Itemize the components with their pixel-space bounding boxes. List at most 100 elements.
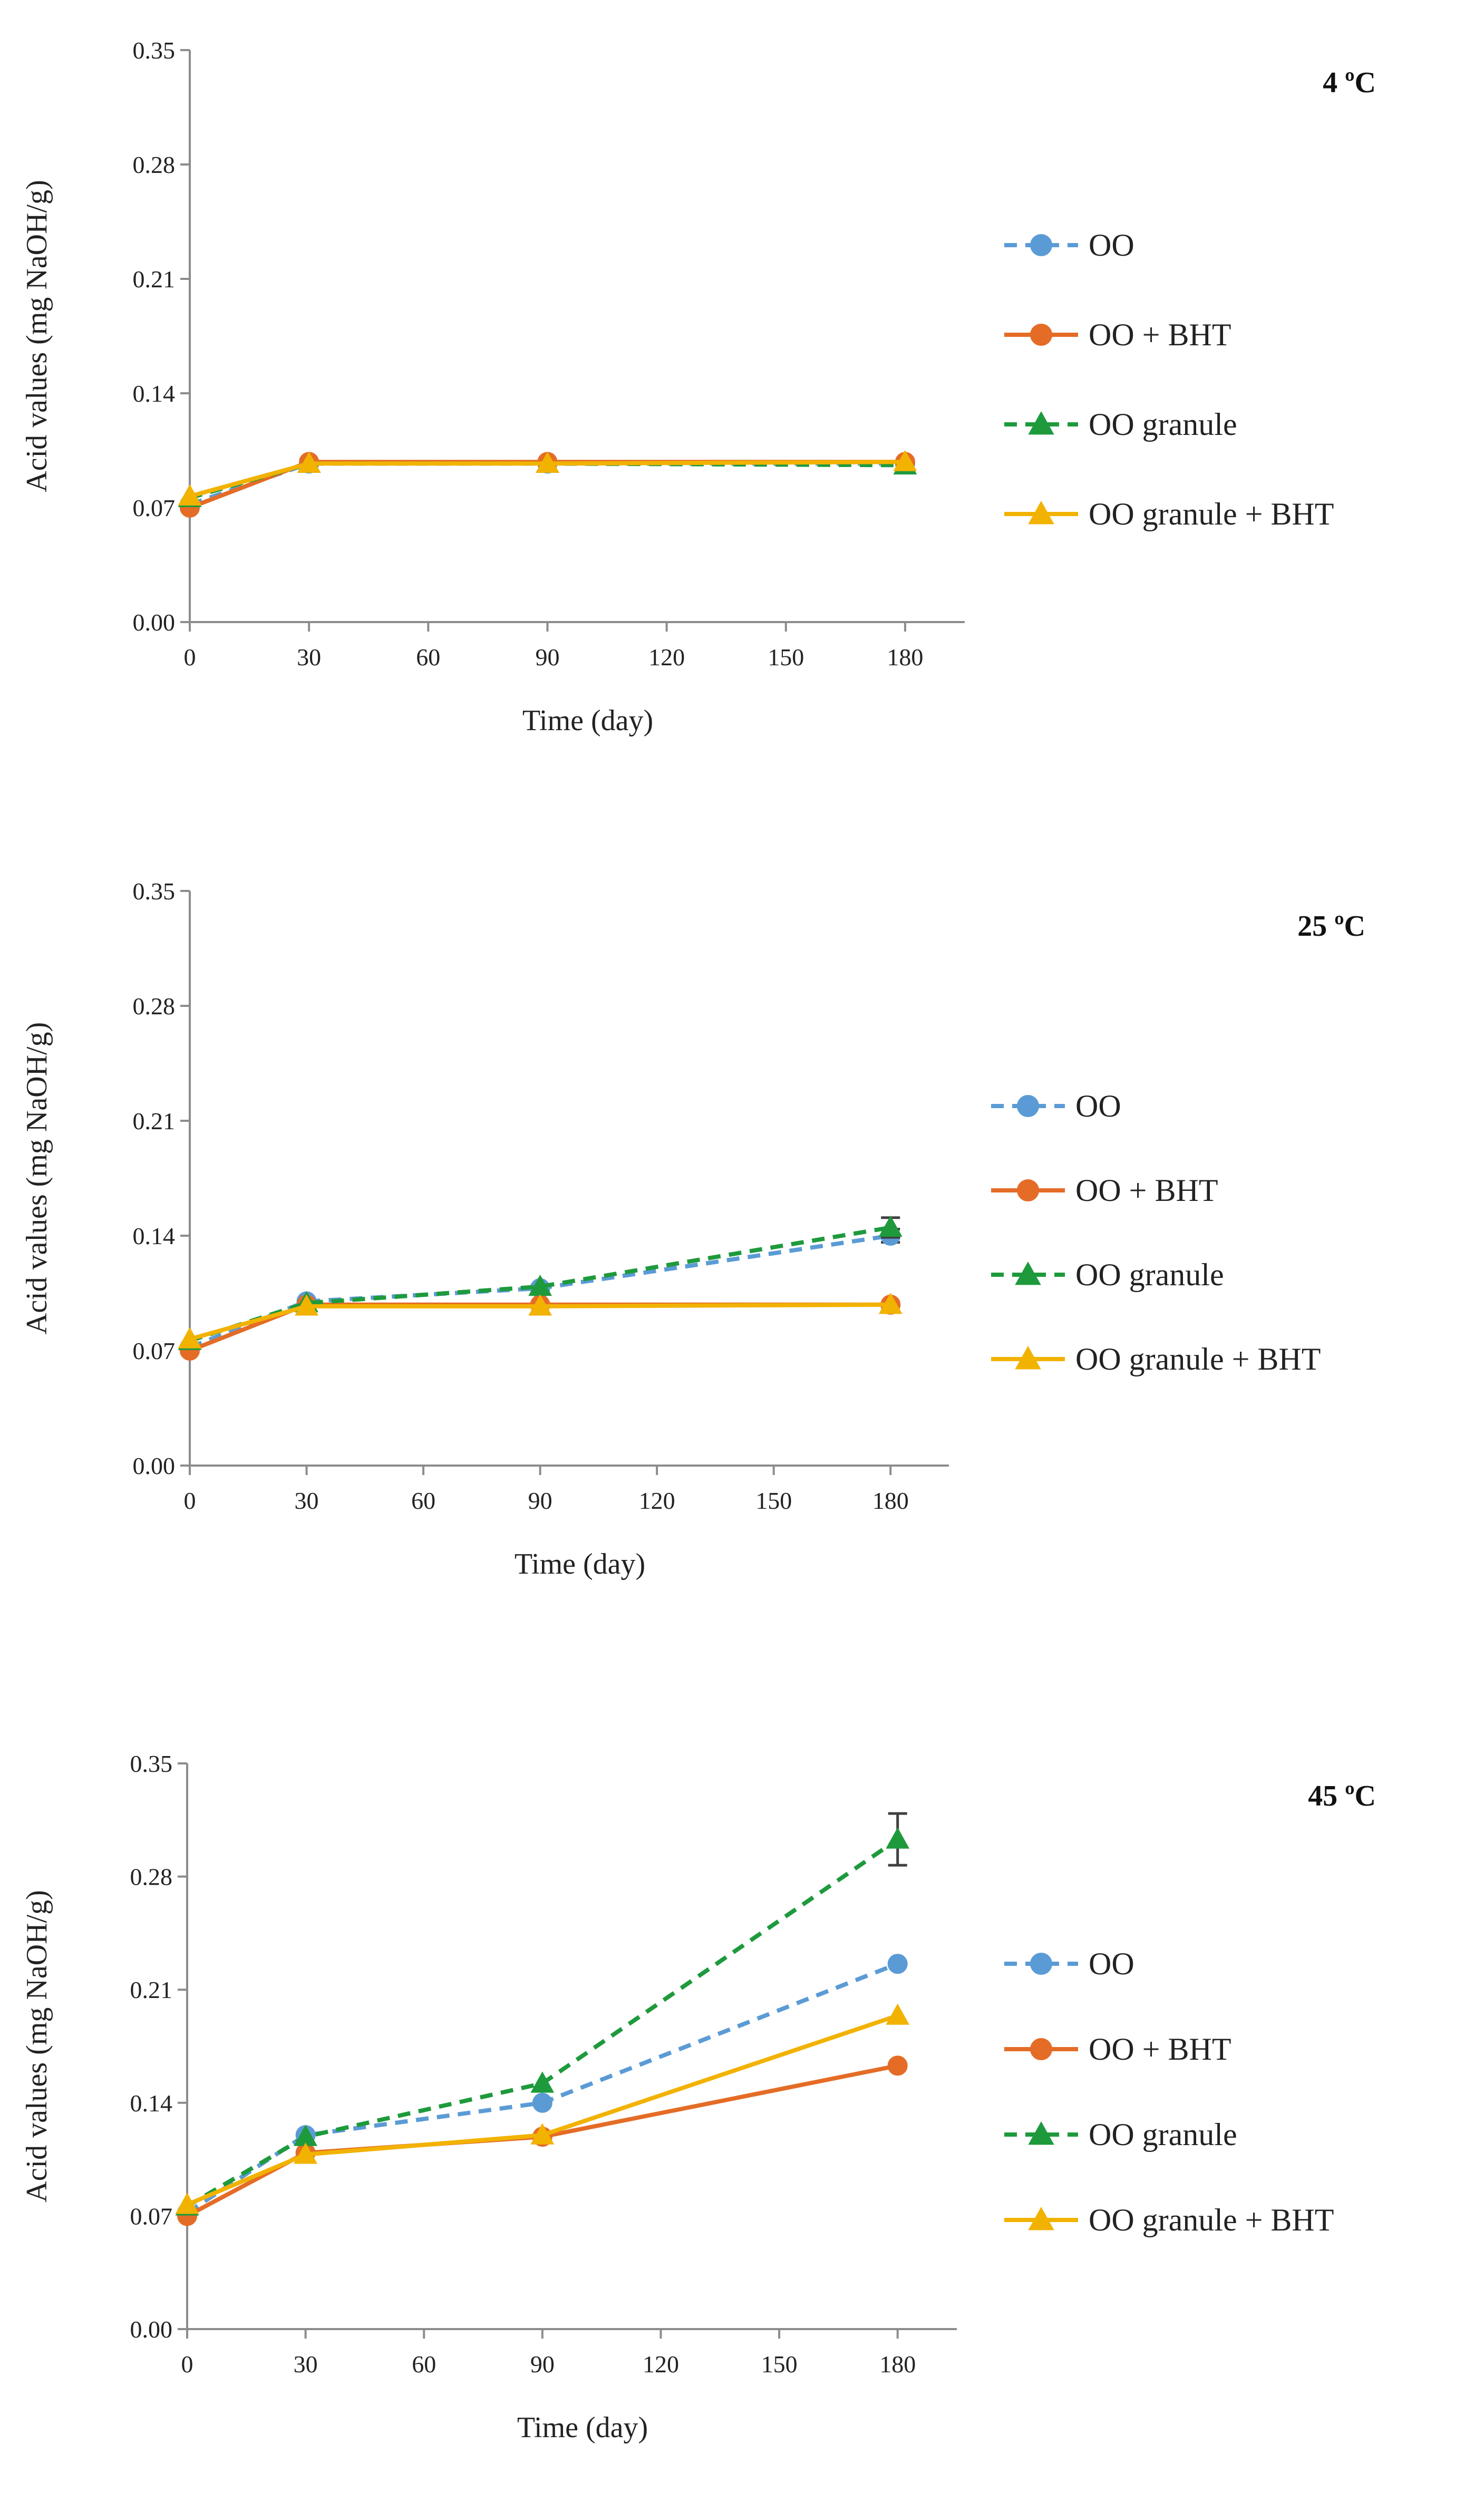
legend-marker <box>1028 411 1054 435</box>
legend-item-oo-granule-bht: OO granule + BHT <box>991 1342 1321 1376</box>
series-oo-granule-bht <box>178 450 917 506</box>
data-point-marker <box>887 2055 908 2076</box>
data-point-marker <box>175 2193 199 2214</box>
series-line <box>189 1302 891 1342</box>
legend-item-oo-granule-bht: OO granule + BHT <box>1004 497 1334 531</box>
legend-item-oo: OO <box>1004 1946 1134 1981</box>
y-axis-title: Acid values (mg NaOH/g) <box>21 180 53 492</box>
panel-temperature-label: 4 ºC <box>1323 66 1376 99</box>
legend-item-oo-granule: OO granule <box>1004 407 1237 442</box>
data-point-marker <box>528 1294 552 1316</box>
y-tick-label: 0.35 <box>133 878 176 905</box>
x-tick-label: 0 <box>184 1487 196 1514</box>
chart-panel-2: 0.00 0.07 0.14 0.21 0.28 0.35 0 30 60 90 120 150 180… <box>21 878 1365 1580</box>
data-point-marker <box>878 1293 903 1314</box>
y-tick-label: 0.21 <box>130 1976 173 2003</box>
y-tick-label: 0.14 <box>133 1223 176 1249</box>
y-tick-label: 0.28 <box>130 1864 173 1890</box>
legend-marker <box>1028 2206 1054 2231</box>
data-point-marker <box>178 484 202 506</box>
legend-marker <box>1015 1261 1041 1285</box>
x-tick-label: 150 <box>761 2351 798 2378</box>
legend-label: OO granule + BHT <box>1089 497 1334 531</box>
x-tick-label: 120 <box>643 2351 679 2378</box>
legend-label: OO granule + BHT <box>1075 1342 1321 1376</box>
y-tick-label: 0.28 <box>133 151 176 178</box>
legend-marker <box>1028 500 1054 525</box>
y-axis-title: Acid values (mg NaOH/g) <box>21 1022 53 1335</box>
legend-label: OO <box>1089 228 1134 263</box>
y-tick-label: 0.00 <box>133 609 176 636</box>
x-tick-label: 30 <box>294 2351 318 2378</box>
x-tick-label: 60 <box>412 2351 436 2378</box>
legend-marker <box>1017 1095 1039 1117</box>
x-tick-label: 90 <box>535 644 559 671</box>
y-tick-label: 0.35 <box>130 1750 173 1777</box>
x-tick-label: 150 <box>755 1487 792 1514</box>
legend-label: OO + BHT <box>1089 317 1231 352</box>
series-line <box>186 2013 898 2207</box>
y-tick-label: 0.21 <box>133 1108 176 1134</box>
data-point-marker <box>297 451 321 473</box>
x-axis-title: Time (day) <box>517 2411 648 2444</box>
x-tick-label: 90 <box>530 2351 555 2378</box>
x-tick-label: 30 <box>295 1487 319 1514</box>
legend-item-oo-granule: OO granule <box>1004 2117 1237 2152</box>
legend-label: OO <box>1089 1946 1134 1981</box>
y-tick-label: 0.07 <box>130 2203 173 2229</box>
legend-marker <box>1030 234 1052 256</box>
series-oo-granule <box>178 1215 903 1350</box>
series-line <box>189 1225 891 1343</box>
y-tick-label: 0.00 <box>130 2316 173 2343</box>
legend-item-oo-granule: OO granule <box>991 1257 1224 1292</box>
x-tick-label: 120 <box>639 1487 675 1514</box>
series-line <box>186 1837 899 2208</box>
x-tick-label: 150 <box>768 644 804 671</box>
y-tick-label: 0.07 <box>133 1337 176 1364</box>
legend-marker <box>1030 2038 1052 2060</box>
x-tick-label: 90 <box>528 1487 552 1514</box>
legend: OO OO + BHT OO granule OO granule + BHT <box>991 1089 1321 1376</box>
data-point-marker <box>893 450 917 471</box>
x-tick-label: 120 <box>648 644 685 671</box>
panel-temperature-label: 25 ºC <box>1297 910 1365 943</box>
data-point-marker <box>886 2003 910 2025</box>
data-point-marker <box>878 1215 903 1237</box>
legend-item-oo-bht: OO + BHT <box>1004 2032 1231 2067</box>
legend-label: OO granule + BHT <box>1089 2203 1334 2237</box>
legend-item-oo-granule-bht: OO granule + BHT <box>1004 2203 1334 2237</box>
legend-item-oo-bht: OO + BHT <box>991 1173 1218 1208</box>
y-tick-label: 0.14 <box>130 2090 173 2117</box>
legend-label: OO granule <box>1075 1257 1224 1292</box>
legend-item-oo: OO <box>991 1089 1121 1123</box>
series-line <box>189 460 905 499</box>
x-tick-label: 0 <box>184 644 196 671</box>
legend-item-oo-bht: OO + BHT <box>1004 317 1231 352</box>
y-axis-title: Acid values (mg NaOH/g) <box>21 1890 53 2203</box>
series-oo-granule-bht <box>175 2003 910 2214</box>
legend-label: OO granule <box>1089 407 1237 442</box>
legend-label: OO + BHT <box>1075 1173 1218 1208</box>
y-tick-label: 0.00 <box>133 1452 176 1479</box>
legend-label: OO <box>1075 1089 1121 1123</box>
data-point-marker <box>536 451 559 473</box>
x-tick-label: 60 <box>411 1487 435 1514</box>
x-tick-label: 0 <box>181 2351 193 2378</box>
data-point-marker <box>295 1294 318 1316</box>
legend-marker <box>1030 324 1052 346</box>
panel-temperature-label: 45 ºC <box>1308 1780 1376 1812</box>
legend-marker <box>1017 1179 1039 1201</box>
y-tick-label: 0.28 <box>133 993 176 1020</box>
legend-marker <box>1030 1953 1052 1975</box>
x-tick-label: 180 <box>887 644 923 671</box>
data-point-marker <box>294 2142 317 2164</box>
data-point-marker <box>530 2071 555 2093</box>
series-oo-granule-bht <box>178 1293 903 1349</box>
data-point-marker <box>530 2123 555 2145</box>
legend: OO OO + BHT OO granule OO granule + BHT <box>1004 228 1334 531</box>
chart-panel-3: 0.00 0.07 0.14 0.21 0.28 0.35 0 30 60 90 120 150 180… <box>21 1750 1376 2444</box>
x-tick-label: 60 <box>416 644 440 671</box>
x-tick-label: 180 <box>879 2351 916 2378</box>
x-axis-title: Time (day) <box>515 1548 645 1580</box>
